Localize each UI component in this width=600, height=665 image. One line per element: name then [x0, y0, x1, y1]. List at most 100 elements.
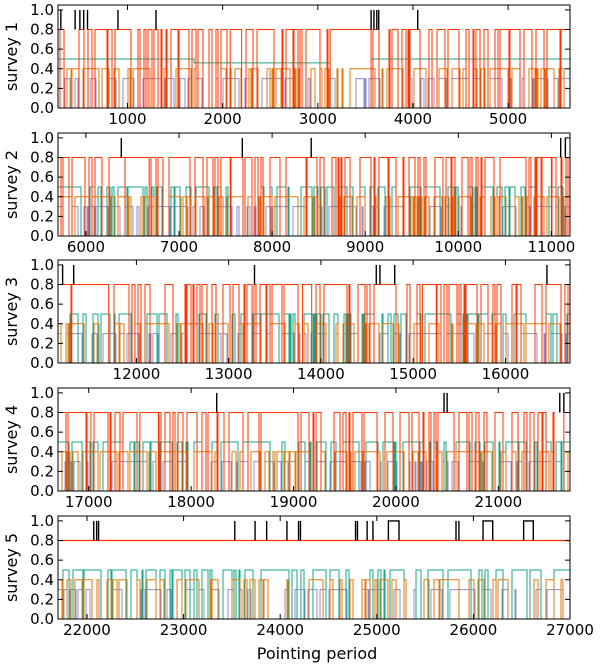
black-box [387, 520, 400, 541]
y-axis-title: survey 5 [2, 533, 21, 602]
plot-area [58, 137, 570, 236]
x-tick-label: 12000 [113, 365, 161, 383]
axes-frame [57, 387, 571, 492]
series-teal [58, 186, 570, 236]
y-tick-label: 0.2 [30, 462, 54, 480]
x-tick-label: 20000 [372, 493, 420, 511]
series-orange [58, 579, 570, 619]
panel-1: 0.0 0.20.4 0.60.8 1.0 1000 2000 3000 4000 5000 su… [2, 1, 571, 128]
y-axis-title: survey 3 [2, 277, 21, 346]
y-tick-label: 0.8 [30, 149, 54, 167]
series-red-gap-segment [220, 157, 231, 236]
y-tick-label: 0.8 [30, 276, 54, 294]
series-orange [58, 451, 570, 491]
x-tick-label: 14000 [297, 365, 345, 383]
x-tick-label: 10000 [434, 238, 482, 256]
series-purple [58, 333, 570, 363]
y-tick-label: 0.0 [30, 227, 54, 245]
series-red [58, 157, 570, 236]
y-tick-label: 0.2 [30, 590, 54, 608]
x-tick-label: 18000 [167, 493, 215, 511]
x-tick-label: 16000 [482, 365, 530, 383]
series-orange [58, 323, 570, 363]
y-tick-label: 0.2 [30, 334, 54, 352]
series-red-gap-segment [229, 29, 243, 108]
y-tick-label: 0.4 [30, 315, 54, 333]
series-red-gap-segment [301, 284, 313, 363]
x-tick-label: 23000 [160, 621, 208, 639]
series-red [58, 284, 570, 363]
axes-frame [57, 515, 571, 620]
panel-2: 0.0 0.20.4 0.60.8 1.0 6000 7000 8000 9000 10000 1… [2, 129, 575, 256]
x-tick-label: 4000 [394, 110, 432, 128]
series-red [58, 29, 570, 108]
series-purple [58, 589, 570, 619]
panel-5: 0.0 0.20.4 0.60.8 1.0 22000 23000 24000 25000 26… [2, 512, 594, 639]
series-red-gap-segment [541, 157, 552, 236]
series-purple [58, 78, 570, 108]
x-tick-label: 6000 [67, 238, 105, 256]
y-tick-label: 1.0 [30, 1, 54, 19]
axes-frame [57, 259, 571, 364]
y-tick-label: 0.4 [30, 443, 54, 461]
y-tick-label: 0.6 [30, 423, 54, 441]
y-tick-label: 0.8 [30, 21, 54, 39]
x-tick-label: 25000 [353, 621, 401, 639]
series-red-gap-segment [421, 284, 437, 363]
y-tick-label: 1.0 [30, 256, 54, 274]
y-tick-label: 0.6 [30, 168, 54, 186]
series-purple [58, 206, 570, 236]
series-purple [58, 461, 570, 491]
series-red-gap-segment [124, 157, 150, 236]
y-tick-label: 0.2 [30, 79, 54, 97]
axes-frame [57, 4, 571, 109]
x-tick-label: 15000 [389, 365, 437, 383]
x-axis-title: Pointing period [257, 644, 378, 663]
y-tick-label: 1.0 [30, 512, 54, 530]
y-tick-label: 0.2 [30, 207, 54, 225]
x-tick-label: 26000 [450, 621, 498, 639]
y-tick-label: 0.8 [30, 404, 54, 422]
y-tick-label: 0.4 [30, 571, 54, 589]
x-tick-label: 24000 [256, 621, 304, 639]
black-box [522, 520, 534, 541]
x-tick-label: 13000 [205, 365, 253, 383]
x-tick-label: 9000 [346, 238, 384, 256]
x-tick-label: 22000 [63, 621, 111, 639]
x-tick-label: 8000 [253, 238, 291, 256]
y-tick-label: 0.6 [30, 551, 54, 569]
y-tick-label: 0.0 [30, 482, 54, 500]
black-box [482, 520, 494, 541]
x-tick-label: 7000 [160, 238, 198, 256]
y-tick-label: 0.4 [30, 188, 54, 206]
series-teal [58, 441, 570, 491]
series-teal [58, 569, 570, 619]
y-tick-label: 1.0 [30, 129, 54, 147]
y-tick-label: 0.6 [30, 295, 54, 313]
x-tick-label: 11000 [528, 238, 576, 256]
axes-frame [57, 132, 571, 237]
x-tick-label: 27000 [546, 621, 594, 639]
y-axis-title: survey 4 [2, 405, 21, 474]
x-tick-label: 3000 [299, 110, 337, 128]
y-tick-label: 1.0 [30, 384, 54, 402]
plot-area [58, 264, 570, 363]
plot-area [58, 392, 570, 491]
panel-3: 0.0 0.20.4 0.60.8 1.0 12000 13000 14000 15000 16… [2, 256, 571, 383]
y-axis-title: survey 2 [2, 150, 21, 219]
y-tick-label: 0.6 [30, 40, 54, 58]
series-red-gap-segment [139, 412, 159, 491]
series-red-gap-segment [71, 284, 110, 363]
plot-area [58, 9, 570, 108]
x-tick-label: 1000 [108, 110, 146, 128]
y-tick-label: 0.0 [30, 610, 54, 628]
x-tick-label: 21000 [474, 493, 522, 511]
series-red-gap-segment [329, 29, 372, 108]
series-orange [58, 68, 570, 108]
x-tick-label: 5000 [489, 110, 527, 128]
y-tick-label: 0.0 [30, 99, 54, 117]
x-tick-label: 2000 [204, 110, 242, 128]
x-tick-label: 17000 [65, 493, 113, 511]
y-tick-label: 0.4 [30, 60, 54, 78]
